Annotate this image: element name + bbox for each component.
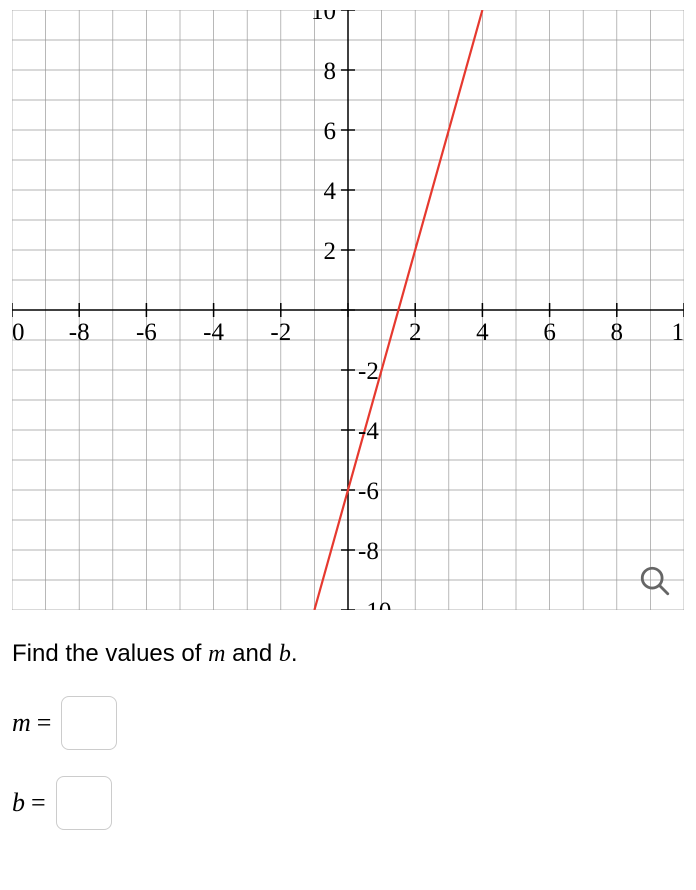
answer-row-b: b =: [12, 776, 684, 830]
svg-text:-8: -8: [69, 319, 90, 346]
svg-text:-4: -4: [358, 418, 379, 445]
svg-text:-10: -10: [358, 598, 391, 610]
question-prompt: Find the values of m and b.: [12, 640, 684, 668]
svg-text:10: 10: [672, 319, 685, 346]
b-label: b: [12, 788, 25, 818]
prompt-var-m: m: [208, 641, 225, 667]
m-input[interactable]: [61, 696, 117, 750]
svg-text:4: 4: [476, 319, 489, 346]
svg-text:8: 8: [611, 319, 624, 346]
b-equals: =: [31, 788, 46, 818]
svg-text:10: 10: [12, 319, 25, 346]
svg-text:6: 6: [324, 118, 337, 145]
prompt-var-b: b: [279, 641, 291, 667]
svg-text:6: 6: [543, 319, 556, 346]
svg-text:-4: -4: [203, 319, 224, 346]
answer-row-m: m =: [12, 696, 684, 750]
svg-text:2: 2: [409, 319, 422, 346]
prompt-mid: and: [225, 640, 278, 667]
m-equals: =: [37, 708, 52, 738]
svg-text:-2: -2: [270, 319, 291, 346]
prompt-prefix: Find the values of: [12, 640, 208, 667]
svg-text:-6: -6: [136, 319, 157, 346]
svg-text:8: 8: [324, 58, 337, 85]
magnify-icon[interactable]: [638, 564, 672, 598]
svg-text:4: 4: [324, 178, 337, 205]
coordinate-chart: 10 -8 -6 -4 -2 2 4 6 8 10 2 4 6 8 10 -2 -4 -6 -8 -10: [12, 10, 684, 610]
svg-text:10: 10: [311, 10, 336, 25]
m-label: m: [12, 708, 31, 738]
svg-text:2: 2: [324, 238, 337, 265]
svg-text:-2: -2: [358, 358, 379, 385]
chart-svg: 10 -8 -6 -4 -2 2 4 6 8 10 2 4 6 8 10 -2 -4 -6 -8 -10: [12, 10, 684, 610]
prompt-suffix: .: [291, 640, 298, 667]
b-input[interactable]: [56, 776, 112, 830]
svg-text:-8: -8: [358, 538, 379, 565]
svg-text:-6: -6: [358, 478, 379, 505]
